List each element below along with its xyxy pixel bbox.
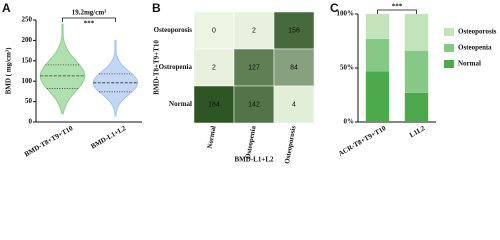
cell-label: 4 [292, 101, 296, 108]
cell-label: 142 [248, 101, 260, 108]
figure: A B C 0 50 100 150 200 250 BMD ( mg/cm³) BMD-T8… [2, 1, 497, 164]
cell-label: 2 [212, 64, 216, 71]
annotation: 19.2mg/cm³ [72, 9, 107, 17]
violin [39, 23, 86, 115]
cell-label: 156 [288, 27, 300, 34]
cell-label: 0 [212, 27, 216, 34]
significance: *** [84, 20, 95, 28]
heatmap-cell [233, 85, 275, 124]
panel-letter: A [2, 1, 11, 15]
heatmap-cell [193, 11, 235, 50]
y-tick-label: 50 [25, 97, 33, 105]
panel-letter: C [330, 1, 339, 15]
bar-segment [365, 14, 390, 39]
y-tick-label: 0% [344, 118, 355, 126]
column-label: Osteopenia [244, 125, 258, 160]
legend-swatch [444, 28, 454, 36]
cell-label: 184 [208, 101, 220, 108]
x-tick-label: L1L2 [408, 124, 427, 139]
y-tick-label: 100% [337, 10, 355, 18]
column-label: Normal [206, 125, 218, 149]
cell-label: 127 [248, 64, 260, 71]
y-axis-title: BMD-T8+T9+T10 [153, 40, 161, 95]
y-tick-label: 150 [22, 56, 33, 64]
legend-swatch [444, 44, 454, 52]
heatmap-cell [273, 85, 315, 124]
bar-segment [404, 14, 429, 51]
y-tick-label: 0 [29, 118, 33, 126]
heatmap-cell [273, 11, 315, 50]
bar-segment [404, 92, 429, 122]
violin [92, 39, 139, 117]
significance: *** [392, 3, 403, 11]
y-axis-title: BMD ( mg/cm³) [5, 47, 13, 94]
y-tick-label: 200 [22, 36, 33, 44]
x-tick-label: ACR-T8+T9+T10 [337, 124, 388, 158]
cell-label: 2 [252, 27, 256, 34]
bar-segment [365, 38, 390, 72]
legend-label: Normal [458, 60, 481, 68]
column-label: Osteoporosis [283, 125, 298, 164]
row-label: Ostropenia [159, 63, 193, 71]
legend-label: Osteopenia [458, 44, 492, 52]
row-label: Normal [169, 100, 192, 108]
significance-bracket [62, 17, 116, 22]
heatmap-cell [233, 11, 275, 50]
significance-bracket [377, 9, 417, 14]
x-tick-label: BMD-T8+T9+T10 [23, 124, 75, 159]
heatmap-cell [193, 85, 235, 124]
cell-label: 84 [290, 64, 298, 71]
y-tick-label: 50% [340, 64, 354, 72]
bar-segment [404, 50, 429, 93]
bar-segment [365, 71, 390, 122]
legend-label: Osteoporosis [458, 28, 497, 36]
heatmap-cell [273, 48, 315, 87]
row-label: Osteoporosis [154, 26, 193, 34]
y-tick-label: 100 [22, 77, 33, 85]
x-axis-title: BMD-L1+L2 [235, 156, 274, 164]
heatmap-cell [193, 48, 235, 87]
y-tick-label: 250 [22, 16, 33, 24]
x-tick-label: BMD-L1+L2 [90, 124, 128, 151]
panel-letter: B [152, 1, 161, 15]
legend-swatch [444, 60, 454, 68]
